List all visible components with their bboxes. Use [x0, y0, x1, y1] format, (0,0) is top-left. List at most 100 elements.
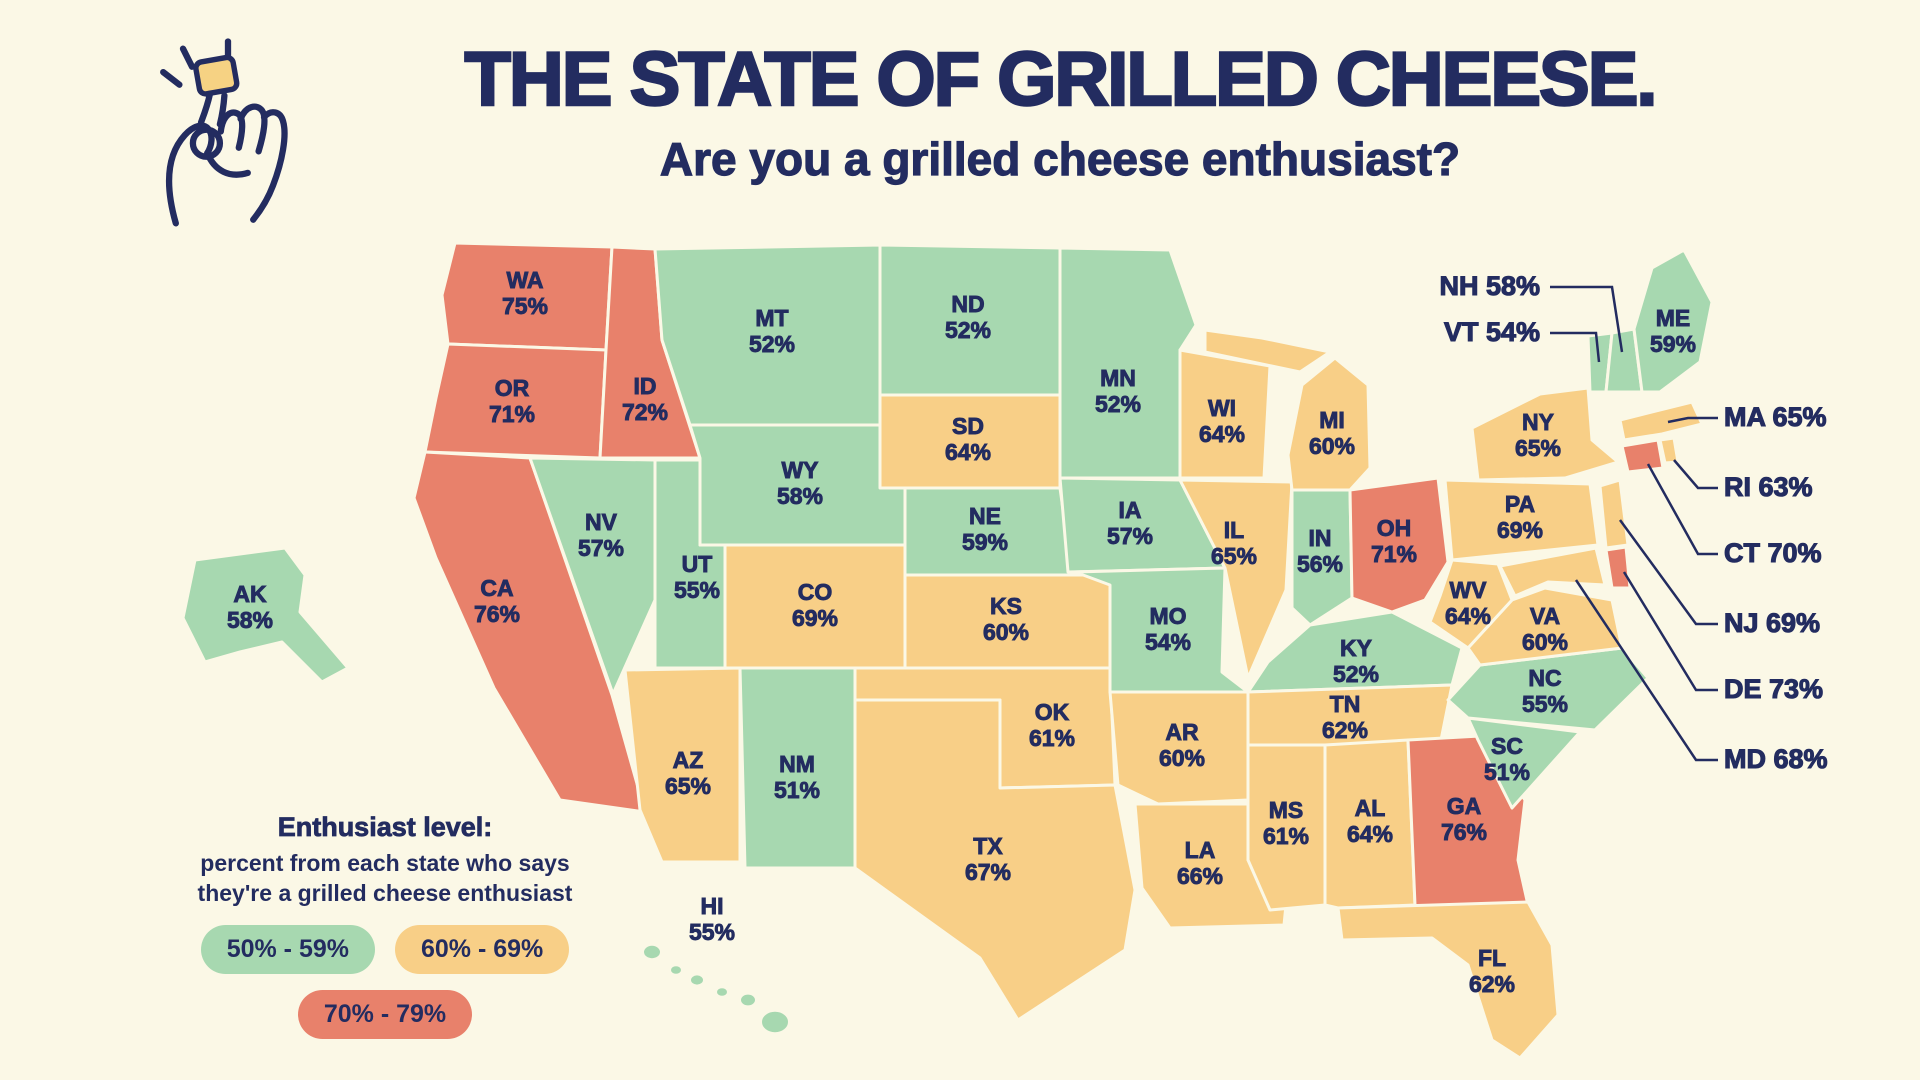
- state-MN: [1058, 246, 1198, 480]
- state-abbr-label-AZ: AZ: [673, 747, 704, 773]
- state-value-label-NY: 65%: [1515, 435, 1561, 461]
- state-abbr-label-MS: MS: [1269, 797, 1304, 823]
- page-title: THE STATE OF GRILLED CHEESE.: [463, 37, 1659, 122]
- state-shape-MI: [1286, 356, 1372, 492]
- state-FL: [1336, 900, 1560, 1060]
- state-value-label-UT: 55%: [674, 577, 720, 603]
- callout-label-MA: MA 65%: [1724, 402, 1827, 432]
- state-value-label-AL: 64%: [1347, 821, 1393, 847]
- hand-holding-grilled-cheese-icon: [160, 38, 288, 227]
- state-value-label-MO: 54%: [1145, 629, 1191, 655]
- state-shape-SC: [1466, 716, 1582, 810]
- state-abbr-label-IN: IN: [1309, 525, 1332, 551]
- legend-title: Enthusiast level:: [277, 812, 493, 843]
- state-shape-FL: [1336, 900, 1560, 1060]
- state-abbr-label-TX: TX: [973, 833, 1003, 859]
- legend-bin-60-69: 60% - 69%: [395, 924, 570, 974]
- state-WV: [1428, 558, 1514, 650]
- state-abbr-label-WV: WV: [1449, 577, 1487, 603]
- state-shape-MI: [1203, 328, 1332, 374]
- state-value-label-TN: 62%: [1322, 717, 1368, 743]
- state-abbr-label-WY: WY: [781, 457, 818, 483]
- callout-line-DE: [1622, 571, 1718, 692]
- state-abbr-label-ME: ME: [1656, 305, 1691, 331]
- grilled-cheese-slice-icon: [193, 54, 240, 97]
- state-abbr-label-LA: LA: [1185, 837, 1216, 863]
- state-TX: [853, 698, 1137, 1022]
- island-shape-HI: [715, 986, 729, 998]
- legend-bin-70-79: 70% - 79%: [297, 989, 473, 1039]
- state-shape-AZ: [623, 666, 742, 864]
- state-value-label-IA: 57%: [1107, 523, 1153, 549]
- state-value-label-IN: 56%: [1297, 551, 1343, 577]
- state-shape-IN: [1290, 488, 1354, 627]
- callout-line-RI: [1673, 459, 1718, 490]
- state-value-label-NM: 51%: [774, 777, 820, 803]
- state-abbr-label-OR: OR: [495, 375, 530, 401]
- state-MD: [1498, 546, 1607, 598]
- state-abbr-label-FL: FL: [1478, 945, 1506, 971]
- state-MA: [1618, 400, 1704, 442]
- state-RI: [1658, 436, 1680, 465]
- callout-line-VT: [1550, 331, 1601, 363]
- callout-label-MD: MD 68%: [1724, 744, 1828, 774]
- callout-line-MA: [1667, 416, 1718, 424]
- state-shape-MD: [1498, 546, 1607, 598]
- state-value-label-CO: 69%: [792, 605, 838, 631]
- state-IL: [1178, 478, 1294, 680]
- hand-finger: [217, 109, 246, 151]
- state-abbr-label-SC: SC: [1491, 733, 1523, 759]
- state-value-label-OK: 61%: [1029, 725, 1075, 751]
- state-value-label-AK: 58%: [227, 607, 273, 633]
- state-value-label-OR: 71%: [489, 401, 535, 427]
- state-value-label-VA: 60%: [1522, 629, 1568, 655]
- callout-line-NH: [1550, 285, 1624, 353]
- state-abbr-label-NE: NE: [969, 503, 1001, 529]
- state-shape-AK: [181, 546, 350, 684]
- state-AR: [1108, 690, 1250, 806]
- state-abbr-label-NV: NV: [585, 509, 618, 535]
- state-value-label-NC: 55%: [1522, 691, 1568, 717]
- state-value-label-WY: 58%: [777, 483, 823, 509]
- state-labels-layer: WA75%OR71%CA76%ID72%NV57%UT55%AZ65%NM51%…: [227, 267, 1829, 998]
- state-abbr-label-NC: NC: [1528, 665, 1561, 691]
- legend-description-line-1: percent from each state who says: [200, 850, 570, 876]
- state-shape-MA: [1618, 400, 1704, 442]
- state-abbr-label-OH: OH: [1377, 515, 1412, 541]
- island-shape-HI: [669, 964, 683, 976]
- state-value-label-OH: 71%: [1371, 541, 1417, 567]
- callout-line-CT: [1646, 463, 1718, 556]
- state-abbr-label-NY: NY: [1522, 409, 1554, 435]
- state-value-label-HI: 55%: [689, 919, 735, 945]
- state-value-label-MN: 52%: [1095, 391, 1141, 417]
- callout-label-DE: DE 73%: [1724, 674, 1823, 704]
- state-value-label-WV: 64%: [1445, 603, 1491, 629]
- state-abbr-label-VA: VA: [1530, 603, 1560, 629]
- state-shape-WV: [1428, 558, 1514, 650]
- state-value-label-PA: 69%: [1497, 517, 1543, 543]
- state-abbr-label-UT: UT: [682, 551, 713, 577]
- header: THE STATE OF GRILLED CHEESE. Are you a g…: [250, 37, 1870, 186]
- callout-label-CT: CT 70%: [1724, 538, 1822, 568]
- state-abbr-label-ID: ID: [634, 373, 657, 399]
- state-value-label-WA: 75%: [502, 293, 548, 319]
- state-value-label-MS: 61%: [1263, 823, 1309, 849]
- state-value-label-WI: 64%: [1199, 421, 1245, 447]
- callout-label-VT: VT 54%: [1444, 317, 1540, 347]
- state-shape-IL: [1178, 478, 1294, 680]
- state-OH: [1348, 476, 1450, 614]
- state-AK: [181, 546, 350, 684]
- state-abbr-label-WI: WI: [1208, 395, 1236, 421]
- state-abbr-label-MO: MO: [1149, 603, 1186, 629]
- state-value-label-TX: 67%: [965, 859, 1011, 885]
- state-shape-TX: [853, 698, 1137, 1022]
- island-shape-HI: [689, 973, 705, 987]
- state-value-label-MT: 52%: [749, 331, 795, 357]
- state-abbr-label-NM: NM: [779, 751, 815, 777]
- state-value-label-NV: 57%: [578, 535, 624, 561]
- state-abbr-label-SD: SD: [952, 413, 984, 439]
- state-abbr-label-MI: MI: [1319, 407, 1345, 433]
- callout-label-NJ: NJ 69%: [1724, 608, 1820, 638]
- state-value-label-GA: 76%: [1441, 819, 1487, 845]
- state-abbr-label-IA: IA: [1119, 497, 1142, 523]
